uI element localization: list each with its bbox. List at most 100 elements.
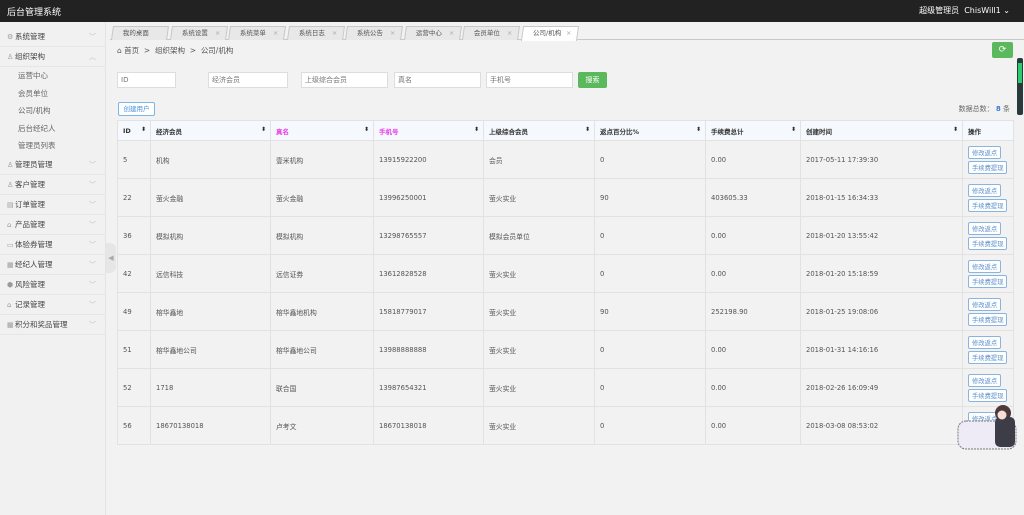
search-button[interactable]: 搜索 bbox=[578, 72, 607, 88]
refresh-button[interactable]: ⟳ bbox=[992, 42, 1013, 58]
sidebar-item[interactable]: ▤订单管理 ﹀ bbox=[0, 195, 105, 215]
tab-label: 我的桌面 bbox=[122, 29, 149, 37]
column-header-label: 返点百分比% bbox=[600, 127, 640, 136]
tab[interactable]: 系统日志 × bbox=[286, 26, 345, 40]
column-header-label: 真名 bbox=[276, 127, 289, 136]
table-cell: 13996250001 bbox=[373, 178, 484, 217]
sidebar-item[interactable]: ♙ 客户管理 ﹀ bbox=[0, 175, 105, 195]
table-cell: 1718 bbox=[150, 368, 271, 407]
sidebar-item[interactable]: ⚙ 系统管理 ﹀ bbox=[0, 27, 105, 47]
tab[interactable]: 公司/机构 × bbox=[520, 26, 579, 41]
edit-rebate-button[interactable]: 修改返点 bbox=[968, 221, 1002, 235]
chevron-down-icon: ﹀ bbox=[89, 33, 96, 41]
fee-withdraw-button[interactable]: 手续费提现 bbox=[968, 198, 1008, 212]
book-icon: ▦ bbox=[7, 260, 14, 269]
actions-cell: 修改返点手续费提现 bbox=[962, 254, 1014, 293]
column-header[interactable]: 上级综合会员 ⬍ bbox=[483, 120, 595, 141]
close-icon[interactable]: × bbox=[213, 29, 220, 37]
column-header[interactable]: ID ⬍ bbox=[117, 120, 151, 141]
fee-withdraw-button[interactable]: 手续费提现 bbox=[968, 274, 1008, 288]
edit-rebate-button[interactable]: 修改返点 bbox=[968, 297, 1002, 311]
total-count: 数据总数： 8 条 bbox=[959, 104, 1010, 114]
column-header[interactable]: 创建时间 ⬍ bbox=[800, 120, 963, 141]
column-header[interactable]: 返点百分比% ⬍ bbox=[594, 120, 706, 141]
table-cell: 90 bbox=[594, 178, 706, 217]
sidebar-item-label: 管理员管理 bbox=[15, 159, 53, 169]
sidebar-item[interactable]: ▭体验券管理 ﹀ bbox=[0, 235, 105, 255]
tab[interactable]: 运营中心 × bbox=[403, 26, 462, 40]
column-header[interactable]: 真名 ⬍ bbox=[270, 120, 374, 141]
phone-input[interactable] bbox=[486, 72, 573, 88]
id-input[interactable] bbox=[117, 72, 176, 88]
real-name-input[interactable] bbox=[394, 72, 481, 88]
breadcrumb-section[interactable]: 组织架构 bbox=[154, 46, 185, 55]
column-header-label: 手续费总计 bbox=[711, 127, 744, 136]
sidebar-item[interactable]: ⬢ 风险管理 ﹀ bbox=[0, 275, 105, 295]
page-scrollbar[interactable] bbox=[1017, 58, 1023, 115]
tab[interactable]: 系统设置 × bbox=[169, 26, 228, 40]
table-cell: 2018-01-20 15:18:59 bbox=[800, 254, 963, 293]
mascot-widget[interactable] bbox=[957, 403, 1019, 451]
edit-rebate-button[interactable]: 修改返点 bbox=[968, 183, 1002, 197]
table-row: 51 榕华鑫地公司 榕华鑫地公司 13988888888 萤火实业 0 0.00 2018-0… bbox=[117, 330, 1014, 369]
edit-rebate-button[interactable]: 修改返点 bbox=[968, 335, 1002, 349]
sidebar-item[interactable]: ♙ 组织架构 ︿ bbox=[0, 47, 105, 67]
sort-icon[interactable]: ⬍ bbox=[584, 126, 590, 133]
sidebar-item[interactable]: ⌂ 产品管理 ﹀ bbox=[0, 215, 105, 235]
sidebar-subitem[interactable]: 会员单位 bbox=[18, 88, 48, 98]
sort-icon[interactable]: ⬍ bbox=[473, 126, 479, 133]
table-cell: 13987654321 bbox=[373, 368, 484, 407]
table-cell: 萤火实业 bbox=[483, 368, 595, 407]
tab[interactable]: 系统菜单 × bbox=[228, 26, 286, 40]
sidebar-subitem[interactable]: 后台经纪人 bbox=[18, 123, 56, 133]
column-header[interactable]: 经济会员 ⬍ bbox=[150, 120, 271, 141]
caret-left-icon: ◀ bbox=[108, 254, 114, 262]
column-header[interactable]: 手续费总计 ⬍ bbox=[705, 120, 801, 141]
sidebar-item[interactable]: ⌂ 记录管理 ﹀ bbox=[0, 295, 105, 315]
sort-icon[interactable]: ⬍ bbox=[790, 126, 796, 133]
fee-withdraw-button[interactable]: 手续费提现 bbox=[968, 350, 1008, 364]
table-cell: 5 bbox=[117, 140, 151, 179]
column-header-label: 创建时间 bbox=[806, 127, 832, 136]
sidebar-subitem[interactable]: 公司/机构 bbox=[18, 106, 51, 115]
user-menu[interactable]: 超级管理员 ChisWill1 ⌄ bbox=[919, 5, 1010, 16]
edit-rebate-button[interactable]: 修改返点 bbox=[968, 373, 1002, 387]
column-header[interactable]: 手机号 ⬍ bbox=[373, 120, 484, 141]
sort-icon[interactable]: ⬍ bbox=[363, 126, 369, 133]
close-icon[interactable]: × bbox=[389, 29, 395, 37]
tab[interactable]: 系统公告 × bbox=[345, 26, 403, 40]
economic-member-input[interactable] bbox=[208, 72, 288, 88]
parent-member-input[interactable] bbox=[301, 72, 388, 88]
close-icon[interactable]: × bbox=[272, 29, 278, 37]
sort-icon[interactable]: ⬍ bbox=[695, 126, 701, 133]
sidebar-item[interactable]: ♙ 管理员管理 ﹀ bbox=[0, 155, 105, 175]
close-icon[interactable]: × bbox=[447, 29, 454, 37]
bag-icon: ⌂ bbox=[7, 300, 12, 309]
close-icon[interactable]: × bbox=[565, 29, 571, 37]
tab[interactable]: 会员单位 × bbox=[462, 26, 520, 40]
table-cell: 18670138018 bbox=[373, 406, 484, 445]
sort-icon[interactable]: ⬍ bbox=[260, 126, 266, 133]
close-icon[interactable]: × bbox=[330, 29, 337, 37]
fee-withdraw-button[interactable]: 手续费提现 bbox=[968, 160, 1008, 174]
sidebar-subitem[interactable]: 管理员列表 bbox=[18, 141, 56, 150]
sidebar-item[interactable]: ▦经纪人管理 ﹀ bbox=[0, 255, 105, 275]
create-user-button[interactable]: 创建用户 bbox=[118, 102, 155, 116]
fee-withdraw-button[interactable]: 手续费提现 bbox=[968, 388, 1008, 402]
fee-withdraw-button[interactable]: 手续费提现 bbox=[968, 312, 1008, 326]
edit-rebate-button[interactable]: 修改返点 bbox=[968, 145, 1002, 159]
book-icon: ▦ bbox=[7, 320, 14, 329]
breadcrumb-home[interactable]: 首页 bbox=[124, 46, 140, 55]
sort-icon[interactable]: ⬍ bbox=[952, 126, 958, 133]
fee-withdraw-button[interactable]: 手续费提现 bbox=[968, 236, 1008, 250]
sidebar-subitem[interactable]: 运营中心 bbox=[18, 71, 48, 80]
table-cell: 模拟机构 bbox=[150, 216, 271, 255]
sort-icon[interactable]: ⬍ bbox=[140, 126, 146, 133]
close-icon[interactable]: × bbox=[506, 29, 512, 37]
table-cell: 萤火实业 bbox=[483, 330, 595, 369]
collapse-sidebar-button[interactable]: ◀ bbox=[106, 243, 116, 273]
edit-rebate-button[interactable]: 修改返点 bbox=[968, 259, 1002, 273]
table-cell: 萤火实业 bbox=[483, 292, 595, 331]
tab[interactable]: 我的桌面 bbox=[111, 26, 169, 40]
sidebar-item[interactable]: ▦积分和奖品管理 ﹀ bbox=[0, 315, 105, 335]
